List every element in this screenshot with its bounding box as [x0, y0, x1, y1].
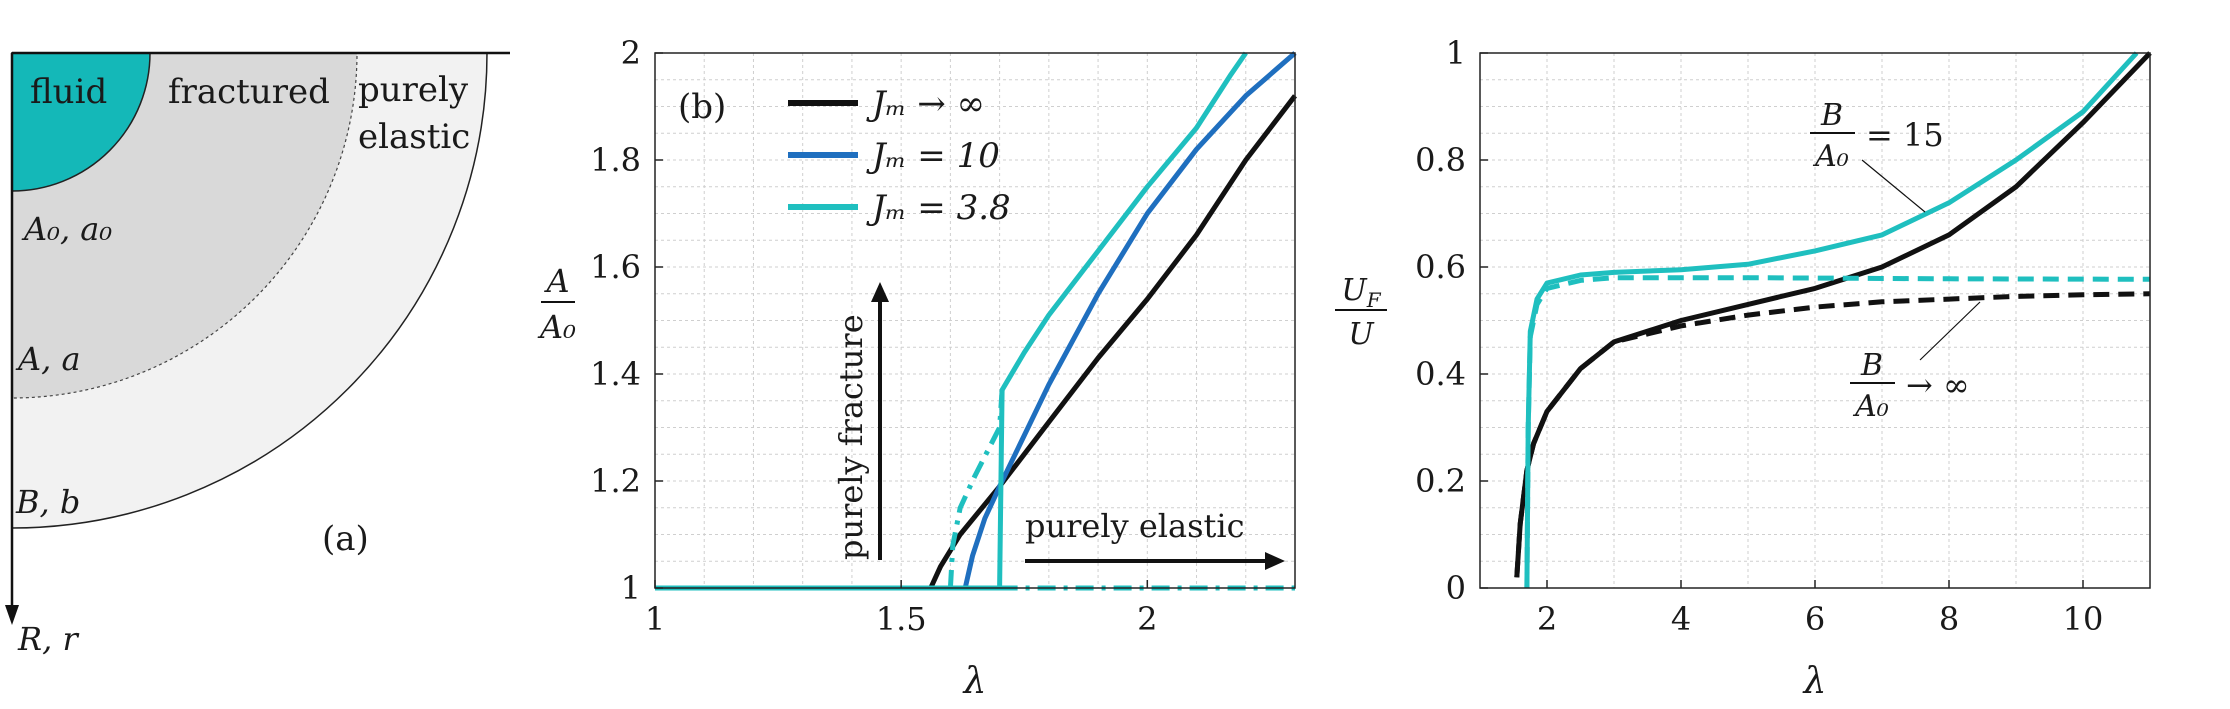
panel-c-ytick-label: 0 — [1446, 569, 1466, 607]
ylabel-b-num: A — [543, 262, 569, 300]
r-axis-arrow-icon — [5, 605, 19, 625]
annotation-purely-elastic: purely elastic — [1025, 507, 1285, 570]
panel-b-chart: 1 1.5 2 1 1.2 1.4 1.6 1.8 2 (b) Jₘ → ∞ Jₘ = 10 J… — [537, 34, 1297, 702]
ann-binf-leader — [1919, 301, 1981, 361]
panel-c-xtick-label: 4 — [1671, 600, 1691, 638]
annotation-purely-fracture: purely fracture — [832, 282, 889, 560]
panel-c-series-1 — [1514, 291, 2151, 578]
panel-c-series — [1514, 51, 2152, 589]
legend-label-jm-inf: Jₘ → ∞ — [866, 84, 985, 124]
annotation-fracture-text: purely fracture — [832, 314, 870, 560]
panel-b-ytick-label: 2 — [621, 34, 641, 72]
panel-c-ytick-label: 0.2 — [1415, 462, 1466, 500]
panel-a-schematic: fluid fractured purely elastic A₀, a₀ A,… — [5, 51, 510, 658]
annotation-elastic-text: purely elastic — [1025, 507, 1245, 545]
ylabel-c-num: UF — [1341, 273, 1381, 312]
panel-c-xtick-label: 8 — [1939, 600, 1959, 638]
panel-c-xtick-label: 10 — [2063, 600, 2104, 638]
ylabel-c-den: U — [1348, 317, 1375, 352]
fluid-region — [11, 52, 151, 192]
arrow-right-icon — [1265, 552, 1285, 570]
panel-b-label: (b) — [678, 87, 726, 127]
annotation-b-inf: B A₀ → ∞ — [1850, 301, 1981, 424]
panel-b-xtick-label: 1.5 — [876, 600, 927, 638]
panel-c-ticks: 2 4 6 8 10 0 0.2 0.4 0.6 0.8 1 — [1415, 34, 2103, 638]
panel-b-ytick-label: 1.8 — [590, 141, 641, 179]
panel-b-series-0 — [655, 94, 1297, 591]
label-r-axis: R, r — [17, 620, 79, 658]
panel-b-ylabel: A A₀ — [537, 262, 576, 346]
panel-c-grid — [1479, 52, 2151, 589]
label-outer-radius: B, b — [15, 483, 80, 521]
panel-b-xtick-label: 1 — [645, 600, 665, 638]
panel-c-ytick-label: 1 — [1446, 34, 1466, 72]
label-front-radius: A, a — [15, 340, 81, 378]
panel-c-ytick-label: 0.8 — [1415, 141, 1466, 179]
annotation-b-15: B A₀ = 15 — [1810, 98, 1944, 213]
panel-b-ytick-label: 1.4 — [590, 355, 641, 393]
label-inner-radius: A₀, a₀ — [21, 210, 112, 248]
ann-b15-val: = 15 — [1866, 116, 1944, 154]
label-fluid: fluid — [30, 72, 107, 112]
ann-binf-den: A₀ — [1852, 389, 1889, 424]
panel-b-ytick-label: 1.2 — [590, 462, 641, 500]
ann-binf-val: → ∞ — [1906, 366, 1970, 404]
panel-b-frame — [654, 52, 1296, 589]
panel-c-ylabel: UF U — [1335, 273, 1387, 352]
ann-b15-leader — [1861, 159, 1926, 213]
legend-label-jm-10: Jₘ = 10 — [866, 136, 1000, 176]
ann-b15-den: A₀ — [1812, 139, 1849, 174]
panel-a-label: (a) — [322, 519, 369, 559]
label-elastic-1: purely — [358, 70, 469, 110]
panel-b-ytick-label: 1.6 — [590, 248, 641, 286]
ann-binf-num: B — [1860, 348, 1883, 383]
panel-b-ticks: 1 1.5 2 1 1.2 1.4 1.6 1.8 2 — [590, 34, 1157, 638]
panel-b-xtick-label: 2 — [1137, 600, 1157, 638]
label-elastic-2: elastic — [358, 117, 470, 157]
panel-c-series-2 — [1524, 51, 2139, 589]
ann-b15-num: B — [1820, 98, 1843, 133]
ylabel-b-den: A₀ — [537, 308, 576, 346]
label-fractured: fractured — [168, 72, 330, 112]
legend-label-jm-3-8: Jₘ = 3.8 — [866, 188, 1011, 228]
panel-c-ytick-label: 0.6 — [1415, 248, 1466, 286]
panel-b-ytick-label: 1 — [621, 569, 641, 607]
panel-b-series-2 — [655, 51, 1248, 591]
panel-b-legend: Jₘ → ∞ Jₘ = 10 Jₘ = 3.8 — [788, 84, 1011, 228]
panel-c-ytick-label: 0.4 — [1415, 355, 1466, 393]
arrow-up-icon — [871, 282, 889, 302]
panel-c-xtick-label: 2 — [1537, 600, 1557, 638]
panel-c-xtick-label: 6 — [1805, 600, 1825, 638]
xlabel-c: λ — [1802, 661, 1827, 702]
panel-c-series-3 — [1524, 275, 2151, 589]
xlabel-b: λ — [962, 661, 987, 702]
panel-b-series-1 — [655, 51, 1297, 591]
